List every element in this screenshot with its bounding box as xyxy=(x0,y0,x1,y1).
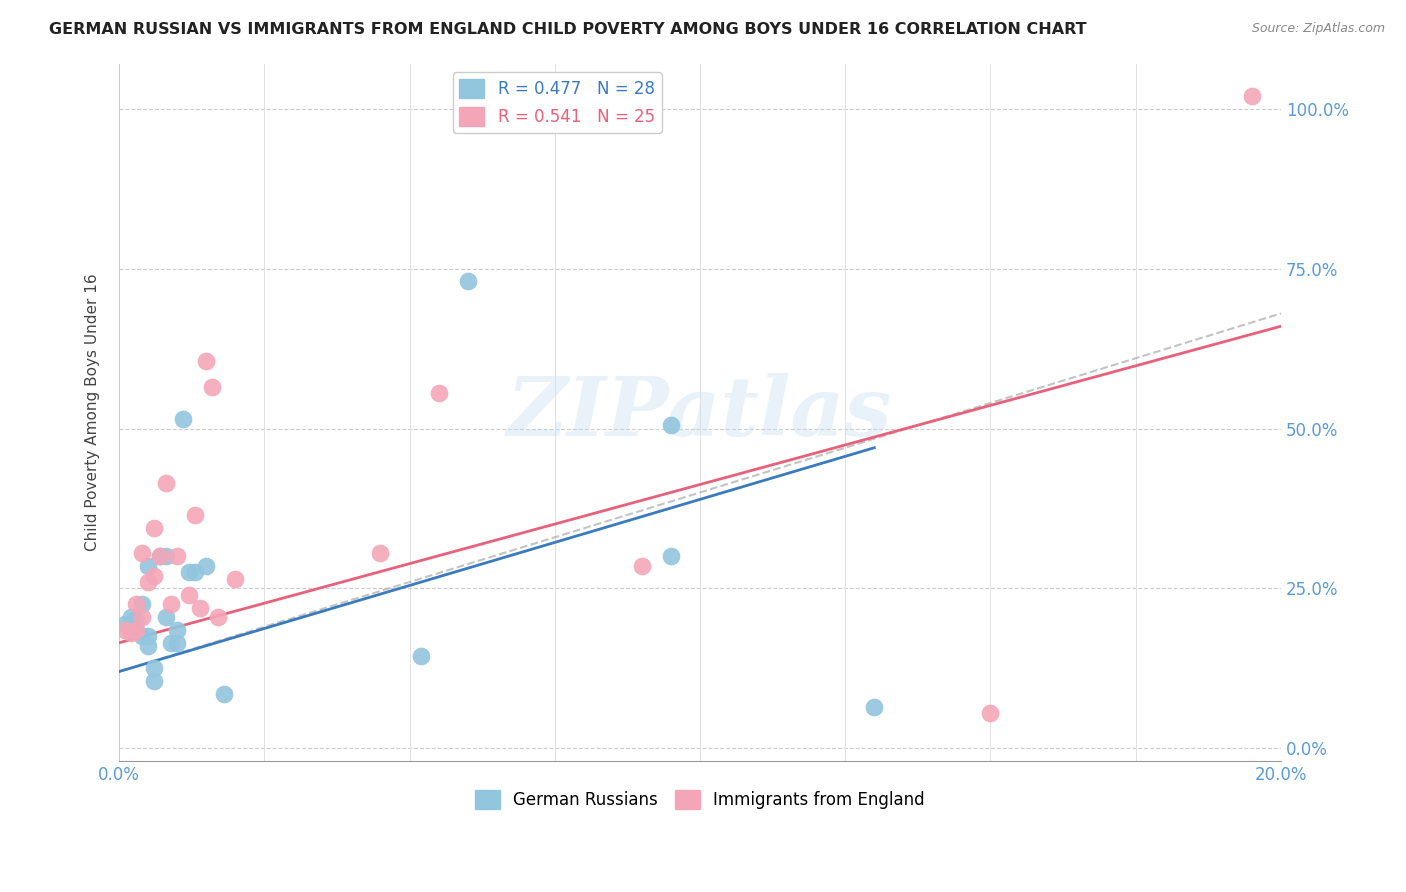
Point xyxy=(177,566,200,580)
Point xyxy=(863,699,886,714)
Point xyxy=(114,623,136,637)
Point xyxy=(142,521,165,535)
Point xyxy=(114,616,136,631)
Point xyxy=(631,559,654,574)
Point xyxy=(166,623,188,637)
Legend: German Russians, Immigrants from England: German Russians, Immigrants from England xyxy=(468,783,932,815)
Point xyxy=(1240,89,1263,103)
Point xyxy=(125,623,148,637)
Point xyxy=(224,572,246,586)
Point xyxy=(190,600,212,615)
Point xyxy=(155,475,177,490)
Point xyxy=(457,275,479,289)
Point xyxy=(659,418,682,433)
Point xyxy=(370,546,392,560)
Point xyxy=(120,623,142,637)
Point xyxy=(160,598,183,612)
Y-axis label: Child Poverty Among Boys Under 16: Child Poverty Among Boys Under 16 xyxy=(86,274,100,551)
Point xyxy=(142,661,165,675)
Point xyxy=(411,648,433,663)
Point xyxy=(125,623,148,637)
Point xyxy=(155,549,177,564)
Point xyxy=(195,354,218,368)
Point xyxy=(125,614,148,628)
Point xyxy=(166,549,188,564)
Text: GERMAN RUSSIAN VS IMMIGRANTS FROM ENGLAND CHILD POVERTY AMONG BOYS UNDER 16 CORR: GERMAN RUSSIAN VS IMMIGRANTS FROM ENGLAN… xyxy=(49,22,1087,37)
Point xyxy=(136,574,159,589)
Point xyxy=(155,610,177,624)
Point xyxy=(177,588,200,602)
Point xyxy=(207,610,229,624)
Text: ZIPatlas: ZIPatlas xyxy=(508,373,893,452)
Point xyxy=(136,629,159,643)
Text: Source: ZipAtlas.com: Source: ZipAtlas.com xyxy=(1251,22,1385,36)
Point xyxy=(183,566,205,580)
Point xyxy=(183,508,205,522)
Point xyxy=(979,706,1001,720)
Point xyxy=(125,598,148,612)
Point xyxy=(212,687,235,701)
Point xyxy=(142,674,165,689)
Point xyxy=(195,559,218,574)
Point xyxy=(160,636,183,650)
Point xyxy=(172,412,194,426)
Point xyxy=(201,380,224,394)
Point xyxy=(149,549,172,564)
Point xyxy=(120,610,142,624)
Point xyxy=(136,559,159,574)
Point xyxy=(131,598,153,612)
Point xyxy=(659,549,682,564)
Point xyxy=(131,629,153,643)
Point xyxy=(131,546,153,560)
Point xyxy=(131,610,153,624)
Point xyxy=(149,549,172,564)
Point xyxy=(142,568,165,582)
Point xyxy=(136,639,159,653)
Point xyxy=(120,626,142,640)
Point xyxy=(427,386,450,401)
Point xyxy=(166,636,188,650)
